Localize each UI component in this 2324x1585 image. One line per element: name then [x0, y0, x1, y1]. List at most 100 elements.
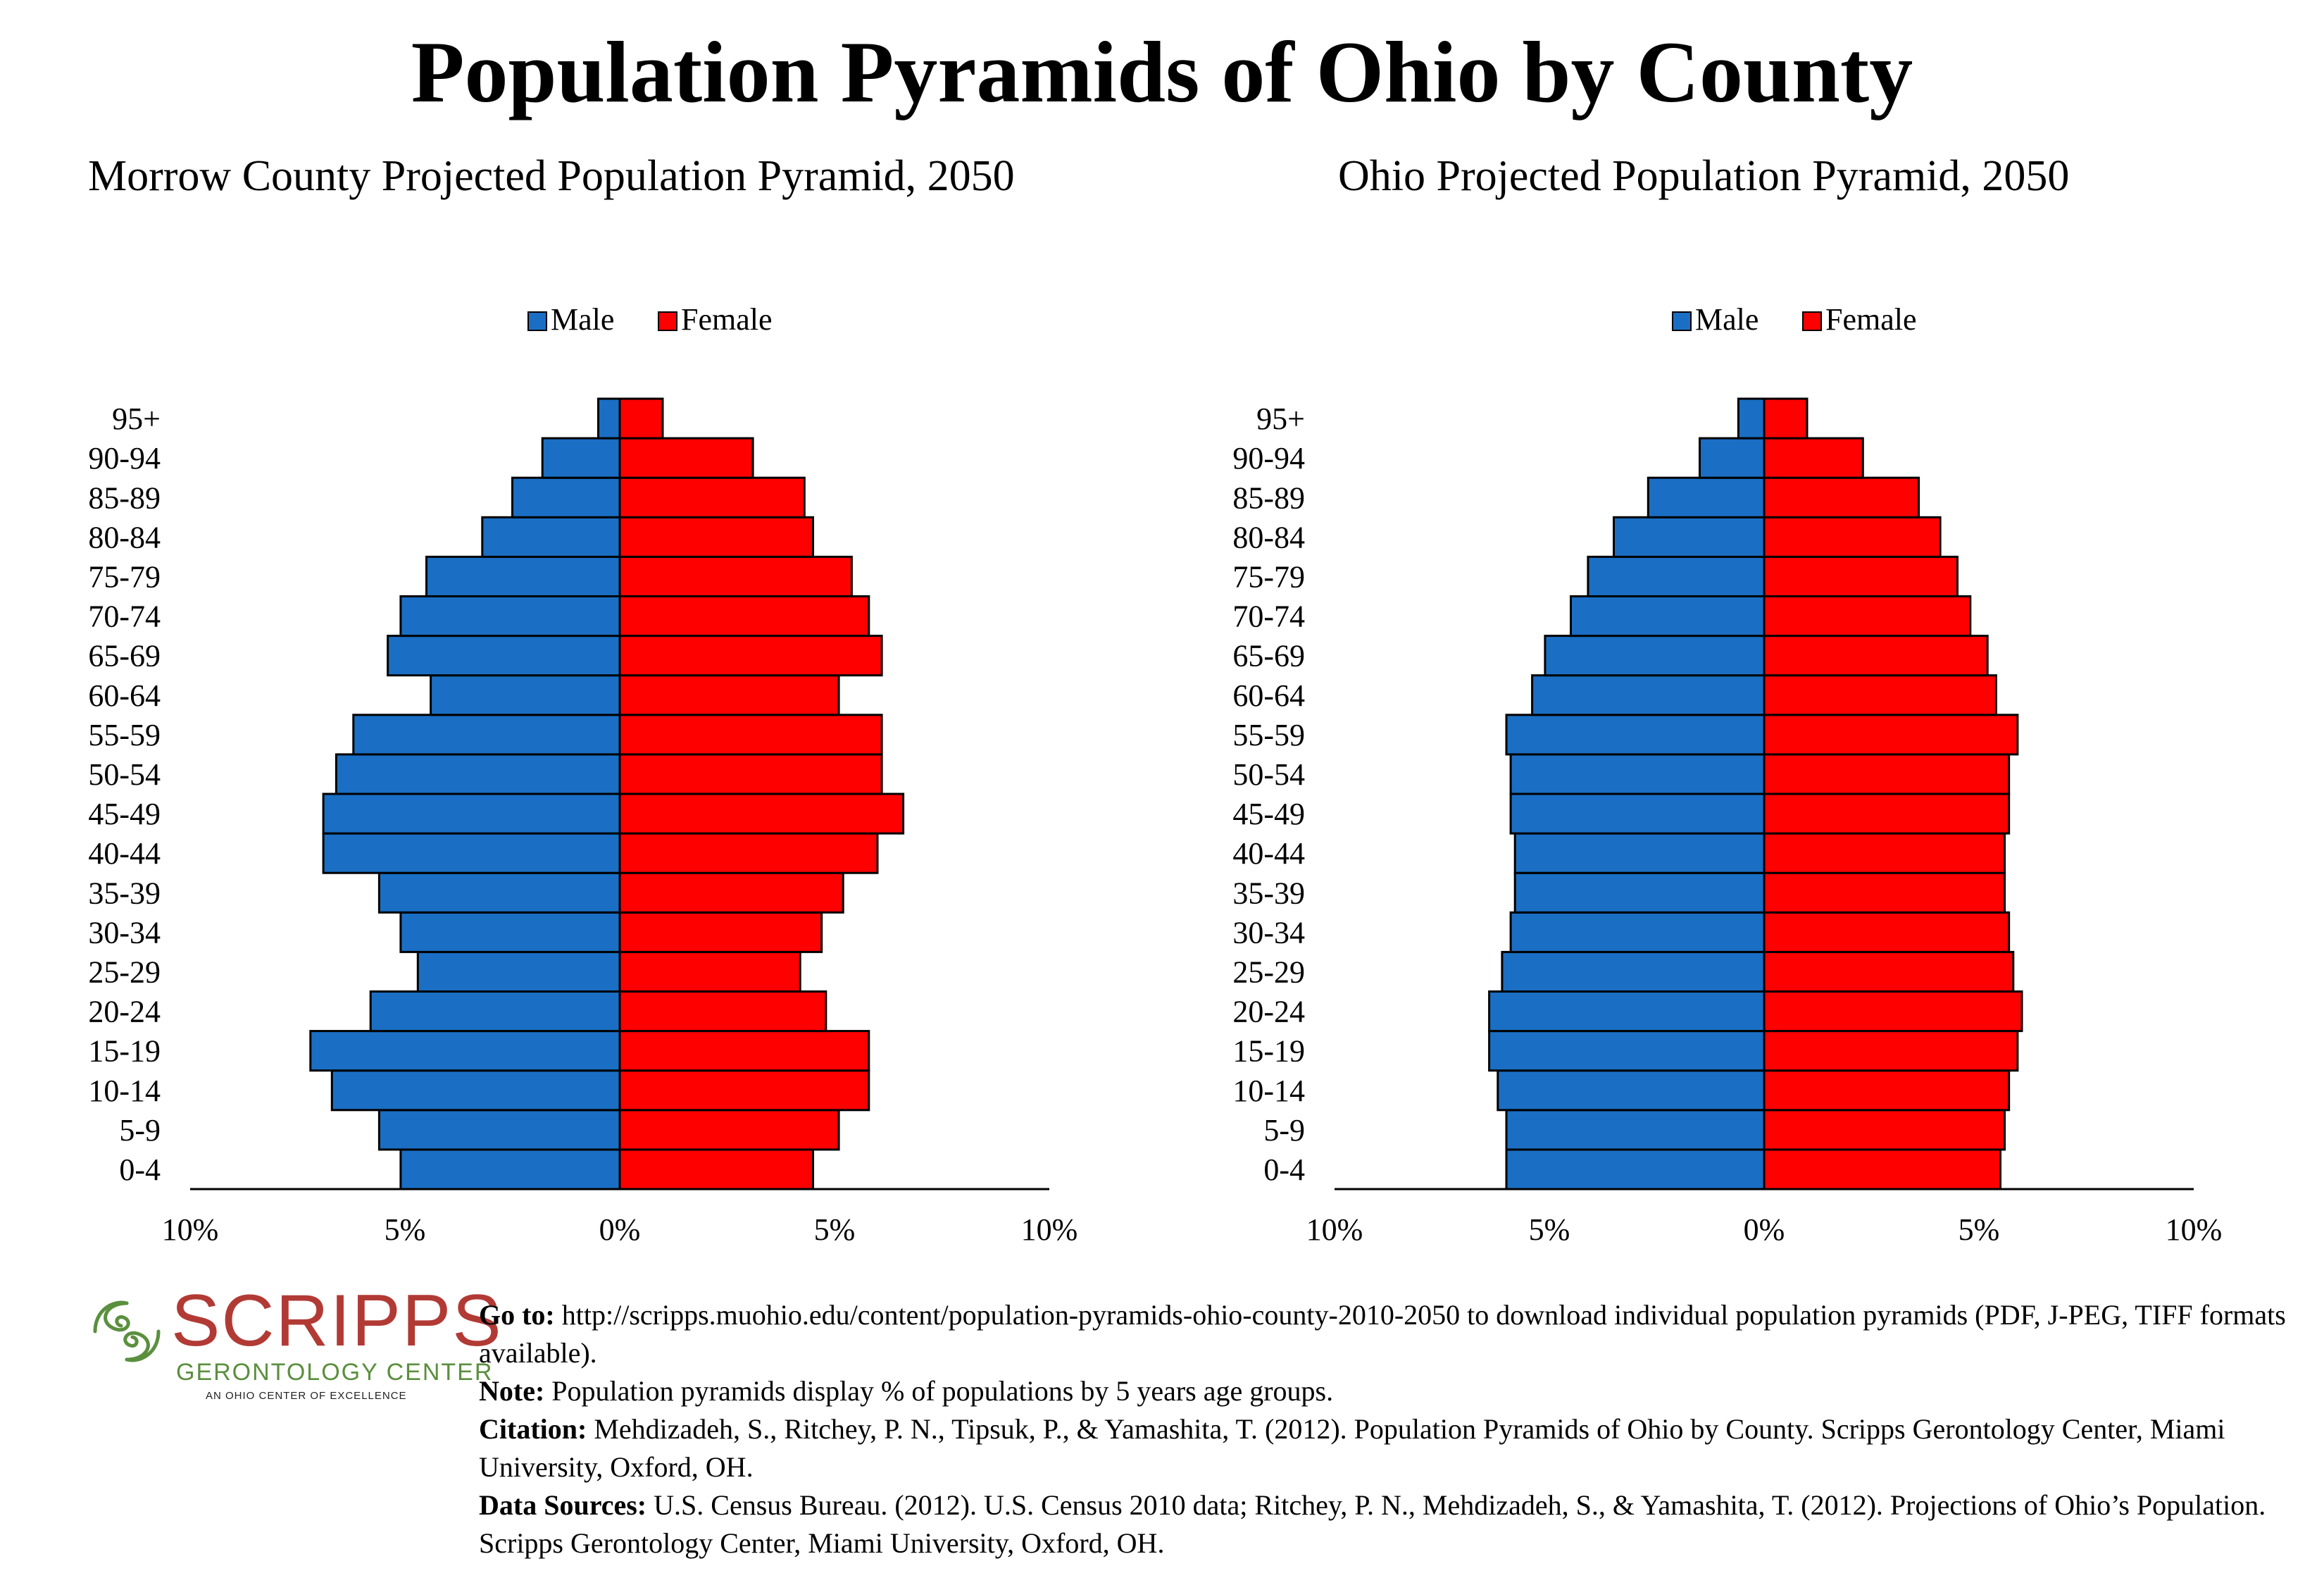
bar-male-15-19	[309, 1030, 621, 1072]
bar-female-85-89	[1763, 476, 1920, 518]
bar-female-75-79	[618, 555, 853, 598]
bar-male-0-4	[399, 1148, 621, 1191]
bar-male-30-34	[399, 911, 621, 953]
scripps-logo: SCRIPPS GERONTOLOGY CENTER AN OHIO CENTE…	[85, 1282, 501, 1416]
bar-female-0-4	[618, 1148, 814, 1191]
bar-male-80-84	[1613, 516, 1766, 558]
age-label: 30-34	[88, 915, 161, 950]
bar-female-20-24	[618, 990, 827, 1033]
x-tick-label: 10%	[1021, 1212, 1078, 1247]
goto-note: Go to: http://scripps.muohio.edu/content…	[479, 1296, 2310, 1372]
bar-male-40-44	[1513, 832, 1766, 874]
bar-female-65-69	[1763, 635, 1989, 677]
age-label: 45-49	[1232, 797, 1305, 831]
x-tick-label: 5%	[814, 1212, 856, 1247]
bar-male-85-89	[1647, 476, 1766, 518]
age-label: 0-4	[1263, 1152, 1305, 1187]
bar-male-95+	[597, 397, 621, 440]
age-label: 65-69	[88, 639, 161, 673]
bar-male-40-44	[322, 832, 621, 874]
age-label: 35-39	[88, 876, 161, 910]
age-label: 55-59	[88, 718, 161, 752]
legend-swatch-female	[658, 311, 677, 331]
note-text: Population pyramids display % of populat…	[544, 1375, 1334, 1407]
bar-female-45-49	[1763, 792, 2011, 835]
bar-male-20-24	[1488, 990, 1766, 1033]
bar-male-90-94	[541, 437, 621, 479]
age-label: 60-64	[1232, 678, 1305, 713]
x-tick-label: 10%	[1306, 1212, 1363, 1247]
age-label: 15-19	[88, 1034, 161, 1069]
bar-female-80-84	[618, 516, 814, 558]
sources-label: Data Sources:	[479, 1489, 647, 1521]
age-label: 40-44	[1232, 836, 1305, 871]
bar-female-70-74	[1763, 595, 1972, 638]
citation-label: Citation:	[479, 1413, 587, 1445]
bar-female-85-89	[618, 476, 806, 518]
age-label: 35-39	[1232, 876, 1305, 910]
bar-male-70-74	[1570, 595, 1766, 638]
legend-label-female: Female	[1825, 302, 1917, 337]
age-label: 85-89	[88, 480, 161, 515]
age-label: 95+	[112, 402, 161, 436]
page-title: Population Pyramids of Ohio by County	[411, 24, 1913, 120]
bar-female-0-4	[1763, 1148, 2001, 1191]
bar-female-10-14	[618, 1069, 870, 1112]
age-label: 5-9	[1263, 1113, 1305, 1148]
age-label: 5-9	[119, 1113, 161, 1148]
bar-female-95+	[618, 397, 664, 440]
bar-female-50-54	[1763, 753, 2011, 795]
age-label: 80-84	[88, 520, 161, 554]
bar-male-50-54	[335, 753, 621, 795]
bar-female-95+	[1763, 397, 1808, 440]
bar-female-5-9	[1763, 1109, 2006, 1151]
x-tick-label: 5%	[1529, 1212, 1570, 1247]
bar-female-80-84	[1763, 516, 1942, 558]
citation-note: Citation: Mehdizadeh, S., Ritchey, P. N.…	[479, 1410, 2310, 1486]
logo-subtitle: GERONTOLOGY CENTER	[176, 1359, 494, 1386]
bar-female-55-59	[1763, 714, 2019, 756]
legend-label-male: Male	[1695, 302, 1758, 337]
age-label: 85-89	[1232, 480, 1305, 515]
bar-male-55-59	[352, 714, 621, 756]
bar-female-10-14	[1763, 1069, 2011, 1112]
footnotes: Go to: http://scripps.muohio.edu/content…	[479, 1296, 2310, 1562]
age-label: 0-4	[119, 1152, 161, 1187]
note-label: Note:	[479, 1375, 545, 1407]
bar-female-45-49	[618, 792, 905, 835]
age-label: 60-64	[88, 678, 161, 713]
bar-female-25-29	[618, 950, 801, 993]
age-label: 70-74	[88, 599, 161, 634]
age-label: 45-49	[88, 797, 161, 831]
age-label: 65-69	[1232, 639, 1305, 673]
bar-male-90-94	[1699, 437, 1766, 479]
bar-female-55-59	[618, 714, 883, 756]
bar-male-25-29	[1501, 950, 1766, 993]
age-label: 20-24	[88, 995, 161, 1029]
legend-label-male: Male	[551, 302, 614, 337]
bar-male-25-29	[416, 950, 621, 993]
legend: Male Female	[1672, 302, 1917, 337]
age-label: 50-54	[1232, 757, 1305, 792]
age-label: 20-24	[1232, 995, 1305, 1029]
age-label: 95+	[1256, 402, 1305, 436]
bar-female-40-44	[618, 832, 879, 874]
bar-male-5-9	[1505, 1109, 1766, 1151]
bar-male-60-64	[1531, 674, 1766, 716]
age-label: 30-34	[1232, 915, 1305, 950]
legend-swatch-male	[1672, 311, 1692, 331]
bar-female-90-94	[618, 437, 754, 479]
bar-male-15-19	[1488, 1030, 1766, 1072]
age-label: 70-74	[1232, 599, 1305, 634]
bar-female-15-19	[618, 1030, 870, 1072]
bar-male-30-34	[1509, 911, 1766, 953]
bar-male-55-59	[1505, 714, 1766, 756]
chart-title-ohio: Ohio Projected Population Pyramid, 2050	[1338, 152, 2070, 200]
bar-female-35-39	[1763, 871, 2006, 914]
bar-male-35-39	[1513, 871, 1766, 914]
bar-male-65-69	[387, 635, 621, 677]
citation-text: Mehdizadeh, S., Ritchey, P. N., Tipsuk, …	[479, 1413, 2225, 1483]
x-tick-label: 10%	[2166, 1212, 2223, 1247]
bar-male-45-49	[1509, 792, 1766, 835]
bar-male-20-24	[369, 990, 621, 1033]
